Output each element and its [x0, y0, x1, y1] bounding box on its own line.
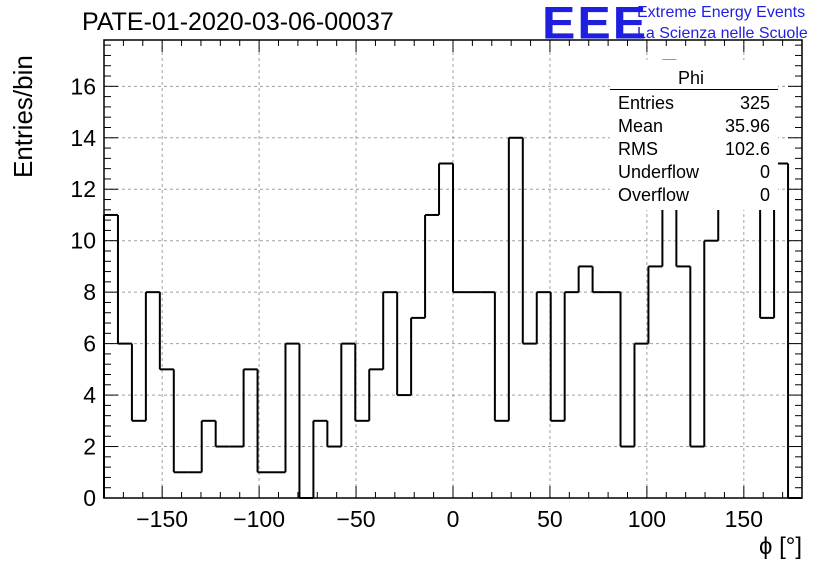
stats-box: Phi Entries 325 Mean 35.96 RMS 102.6 Underf…	[610, 60, 778, 210]
eee-logo: EEE	[542, 0, 649, 49]
y-tick-label: 8	[83, 279, 96, 305]
stats-value: 35.96	[724, 116, 770, 136]
plot-title: PATE-01-2020-03-06-00037	[82, 8, 394, 36]
stats-key: Overflow	[618, 185, 690, 205]
x-tick-label: 100	[628, 506, 666, 532]
y-tick-label: 6	[83, 331, 96, 357]
stats-key: RMS	[618, 139, 658, 159]
stats-separator	[610, 89, 778, 90]
y-tick-label: 4	[83, 382, 96, 408]
stats-value: 102.6	[724, 139, 770, 159]
stats-key: Mean	[618, 116, 664, 136]
y-tick-label: 10	[70, 228, 96, 254]
x-tick-label: 150	[725, 506, 763, 532]
x-axis-label: ϕ [°]	[758, 533, 802, 560]
stats-title: Phi	[678, 68, 705, 88]
x-tick-label: −50	[337, 506, 376, 532]
logo-caption-line2: La Scienza nelle Scuole	[637, 25, 808, 42]
y-tick-label: 0	[83, 485, 96, 511]
y-tick-label: 16	[70, 73, 96, 99]
y-tick-label: 2	[83, 434, 96, 460]
x-tick-label: 0	[447, 506, 460, 532]
stats-value: 0	[759, 162, 770, 182]
x-tick-label: −100	[233, 506, 285, 532]
stats-key: Underflow	[618, 162, 700, 182]
stats-value: 0	[759, 185, 770, 205]
y-tick-label: 12	[70, 176, 96, 202]
x-tick-label: −150	[136, 506, 188, 532]
stats-key: Entries	[618, 93, 675, 113]
y-tick-label: 14	[70, 125, 96, 151]
stats-value: 325	[739, 93, 770, 113]
x-tick-label: 50	[537, 506, 563, 532]
y-axis-label: Entries/bin	[8, 55, 38, 178]
logo-caption-line1: Extreme Energy Events	[637, 4, 806, 21]
